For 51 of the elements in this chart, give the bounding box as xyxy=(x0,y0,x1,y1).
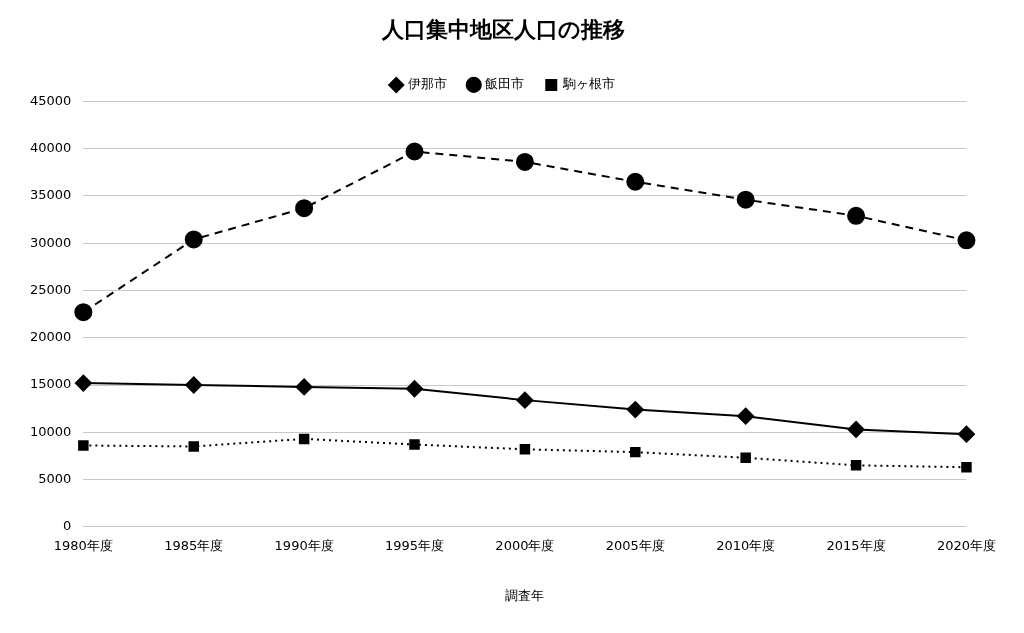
x-tick-label: 1990年度 xyxy=(274,537,334,553)
y-tick-label: 45000 xyxy=(30,92,72,108)
point xyxy=(74,303,93,322)
x-tick-label: 2015年度 xyxy=(826,537,886,553)
point xyxy=(740,452,751,464)
point xyxy=(295,378,313,396)
point xyxy=(74,374,92,392)
point xyxy=(515,152,534,171)
x-tick-label: 1980年度 xyxy=(53,537,113,553)
point xyxy=(406,380,424,398)
point xyxy=(847,420,865,438)
y-tick-label: 20000 xyxy=(30,329,72,345)
y-tick-label: 0 xyxy=(63,518,72,534)
y-tick-label: 25000 xyxy=(30,281,72,297)
point xyxy=(626,401,644,419)
point xyxy=(847,206,866,225)
point xyxy=(405,142,424,161)
point xyxy=(298,433,310,445)
point xyxy=(516,391,534,409)
legend-label: 伊那市 xyxy=(407,76,447,92)
x-tick-label: 1985年度 xyxy=(164,537,224,553)
point xyxy=(850,460,862,471)
x-tick-label: 2020年度 xyxy=(936,537,996,553)
point xyxy=(409,439,420,450)
chart-title: 人口集中地区人口の推移 xyxy=(380,16,625,42)
y-tick-label: 35000 xyxy=(30,187,72,203)
point xyxy=(626,172,645,191)
x-axis-title: 調査年 xyxy=(505,587,545,603)
y-tick-label: 15000 xyxy=(30,376,72,392)
legend-label: 飯田市 xyxy=(485,76,525,92)
point xyxy=(961,462,972,473)
x-tick-label: 2005年度 xyxy=(605,537,665,553)
x-tick-label: 1995年度 xyxy=(384,537,445,553)
point xyxy=(295,199,314,218)
point xyxy=(185,376,203,394)
y-tick-label: 5000 xyxy=(38,470,72,486)
y-tick-label: 10000 xyxy=(30,423,72,439)
x-tick-label: 2000年度 xyxy=(495,537,555,553)
point xyxy=(737,407,755,425)
y-tick-label: 30000 xyxy=(30,234,72,250)
point xyxy=(519,444,531,455)
legend-label: 駒ヶ根市 xyxy=(561,76,615,92)
y-tick-label: 40000 xyxy=(30,140,72,156)
point xyxy=(957,425,975,443)
point xyxy=(184,230,203,249)
point xyxy=(630,446,641,458)
x-tick-label: 2010年度 xyxy=(716,537,776,553)
point xyxy=(78,440,89,451)
point xyxy=(736,190,755,209)
point xyxy=(957,231,976,250)
point xyxy=(188,441,199,452)
